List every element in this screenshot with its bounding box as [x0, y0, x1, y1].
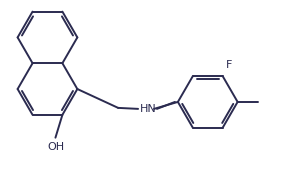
Text: F: F — [226, 60, 232, 70]
Text: HN: HN — [140, 104, 157, 114]
Text: OH: OH — [47, 142, 64, 152]
